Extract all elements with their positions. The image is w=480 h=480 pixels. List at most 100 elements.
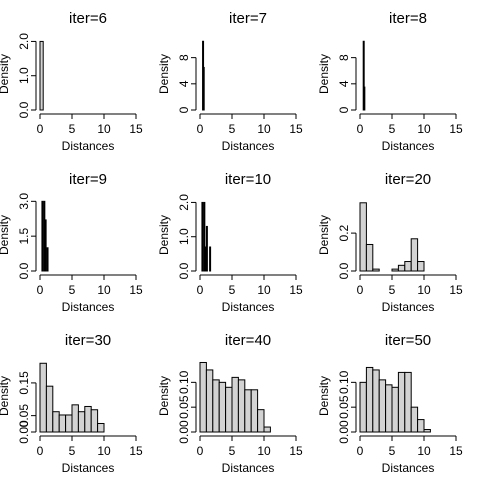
- chart-7-y-tick-1: 0.05: [177, 395, 191, 419]
- chart-6-x-tick-1: 5: [69, 444, 76, 458]
- chart-7: iter=40 0 5 10 15 0.000.050.10 Distances Densit…: [157, 332, 303, 475]
- chart-5-bar-7: [404, 261, 412, 272]
- chart-5-x-tick-1: 5: [389, 283, 396, 297]
- chart-1-x-tick-2: 10: [257, 122, 271, 136]
- chart-1-y-tick-2: 8: [177, 54, 191, 61]
- chart-7-bar-10: [263, 426, 271, 433]
- chart-6-bar-9: [97, 422, 105, 433]
- chart-0-y-label: Density: [0, 54, 11, 94]
- chart-6-bar-1: [45, 385, 54, 433]
- chart-2-x-tick-0: 0: [357, 122, 364, 136]
- chart-1-y-tick-0: 0: [177, 106, 191, 113]
- chart-4-y-tick-0: 0.0: [177, 262, 191, 279]
- chart-6-bar-3: [58, 414, 67, 433]
- chart-2-y-label: Density: [317, 54, 331, 94]
- chart-8-bar-6: [397, 371, 406, 433]
- chart-4-bar-4: [209, 246, 212, 272]
- chart-6: iter=30 0 5 10 15 0.000.05 0.15 Distances Densit…: [0, 332, 143, 475]
- chart-6-bar-0: [39, 362, 47, 433]
- chart-5-bar-2: [372, 268, 380, 272]
- chart-5-bar-0: [359, 202, 367, 272]
- chart-4-bar-1: [203, 201, 206, 272]
- chart-3-x-tick-1: 5: [69, 283, 76, 297]
- chart-3-title: iter=9: [69, 171, 107, 188]
- chart-3-y-tick-2: 3.0: [17, 193, 31, 210]
- chart-6-bar-5: [71, 404, 79, 433]
- chart-6-y-tick-2: 0.15: [17, 371, 31, 395]
- chart-8-x-tick-2: 10: [417, 444, 431, 458]
- chart-6-title: iter=30: [65, 332, 111, 349]
- chart-7-y-tick-2: 0.10: [177, 370, 191, 394]
- chart-6-bar-2: [52, 411, 60, 433]
- chart-7-x-tick-1: 5: [229, 444, 236, 458]
- chart-7-bar-2: [212, 379, 220, 433]
- chart-7-x-tick-0: 0: [197, 444, 204, 458]
- chart-8-y-label: Density: [317, 376, 331, 416]
- chart-0-x-tick-3: 15: [129, 122, 143, 136]
- chart-5-x-tick-3: 15: [449, 283, 463, 297]
- chart-7-y-tick-0: 0.00: [177, 420, 191, 444]
- chart-8-x-tick-1: 5: [389, 444, 396, 458]
- chart-3-y-tick-1: 1.5: [17, 227, 31, 244]
- chart-1-y-label: Density: [157, 54, 171, 94]
- chart-1: iter=7 0 5 10 15 0 4 8 Distances Density: [157, 10, 303, 153]
- chart-0-x-label: Distances: [62, 139, 115, 153]
- chart-5-x-tick-2: 10: [417, 283, 431, 297]
- chart-8-y-tick-1: 0.05: [337, 395, 351, 419]
- chart-0: iter=6 0 5 10 15 0.0 1.0 2.0 Distances Density: [0, 10, 143, 153]
- chart-8-bar-1: [365, 366, 374, 433]
- chart-8-bar-5: [391, 386, 399, 433]
- chart-0-title: iter=6: [69, 10, 107, 27]
- chart-5-bar-9: [417, 261, 425, 272]
- chart-3-bar-2: [44, 219, 47, 272]
- chart-7-x-tick-2: 10: [257, 444, 271, 458]
- chart-2-x-tick-3: 15: [449, 122, 463, 136]
- chart-8-bar-7: [404, 371, 412, 433]
- chart-4-x-label: Distances: [222, 300, 275, 314]
- chart-2-x-label: Distances: [382, 139, 435, 153]
- chart-5: iter=20 0 5 10 15 0.0 0.2 Distances Density: [317, 171, 463, 314]
- chart-2-bar-1: [363, 86, 366, 111]
- chart-5-bar-5: [391, 268, 399, 272]
- chart-6-bar-4: [65, 414, 73, 433]
- chart-4: iter=10 0 5 10 15 0.0 1.0 2.0 Distances Density: [157, 171, 303, 314]
- chart-8-x-tick-0: 0: [357, 444, 364, 458]
- chart-1-x-label: Distances: [222, 139, 275, 153]
- chart-0-bar-0: [39, 40, 44, 111]
- chart-7-bar-5: [231, 376, 239, 433]
- chart-4-x-tick-3: 15: [289, 283, 303, 297]
- chart-0-x-tick-1: 5: [69, 122, 76, 136]
- chart-5-bar-6: [397, 264, 406, 272]
- chart-2-y-tick-2: 8: [337, 54, 351, 61]
- chart-4-y-tick-2: 2.0: [177, 194, 191, 211]
- chart-5-y-tick-1: 0.2: [337, 224, 351, 241]
- chart-5-x-tick-0: 0: [357, 283, 364, 297]
- chart-4-bar-0: [201, 201, 204, 272]
- chart-8-bar-4: [385, 384, 393, 433]
- chart-8-y-tick-2: 0.10: [337, 370, 351, 394]
- chart-3: iter=9 0 5 10 15 0.0 1.5 3.0 Distances Density: [0, 171, 143, 314]
- chart-8-title: iter=50: [385, 332, 431, 349]
- chart-8-y-tick-0: 0.00: [337, 420, 351, 444]
- chart-3-x-label: Distances: [62, 300, 115, 314]
- chart-6-y-tick-1: 0.05: [17, 404, 31, 428]
- chart-8-bar-8: [410, 406, 419, 433]
- chart-3-bar-3: [46, 247, 49, 272]
- chart-8-bar-2: [372, 369, 380, 433]
- chart-1-x-tick-3: 15: [289, 122, 303, 136]
- chart-2-x-tick-1: 5: [389, 122, 396, 136]
- chart-6-x-tick-2: 10: [97, 444, 111, 458]
- chart-4-x-tick-1: 5: [229, 283, 236, 297]
- chart-2-x-tick-2: 10: [417, 122, 431, 136]
- chart-4-y-label: Density: [157, 215, 171, 255]
- chart-7-y-label: Density: [157, 376, 171, 416]
- chart-6-bar-8: [90, 409, 99, 433]
- chart-0-y-tick-2: 2.0: [17, 33, 31, 50]
- chart-7-bar-4: [225, 386, 233, 433]
- chart-5-bar-8: [410, 238, 419, 272]
- chart-5-y-label: Density: [317, 215, 331, 255]
- chart-5-y-tick-0: 0.0: [337, 262, 351, 279]
- chart-7-bar-0: [199, 361, 207, 433]
- chart-6-y-tick-0: 0.00: [17, 420, 31, 444]
